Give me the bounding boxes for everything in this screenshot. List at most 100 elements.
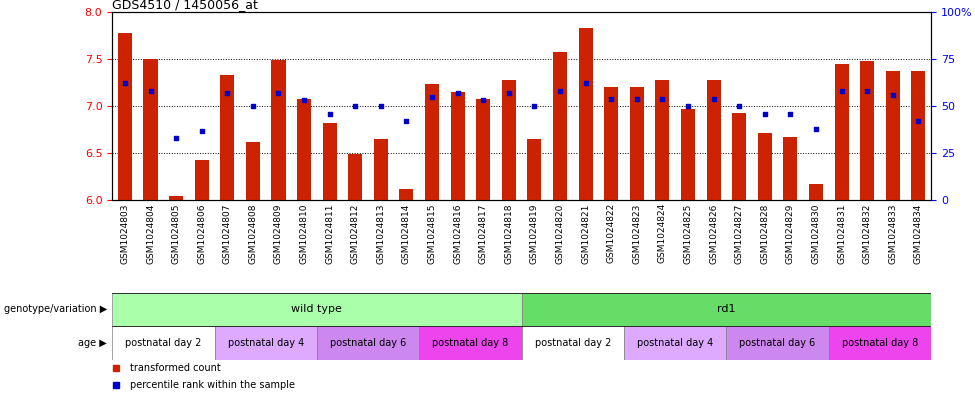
Bar [112, 293, 522, 326]
Point [706, 95, 722, 102]
Bar [783, 137, 798, 200]
Text: GSM1024820: GSM1024820 [556, 203, 565, 264]
Text: GSM1024826: GSM1024826 [709, 203, 718, 264]
Text: GSM1024812: GSM1024812 [351, 203, 360, 264]
Text: GSM1024817: GSM1024817 [479, 203, 488, 264]
Point [526, 103, 542, 109]
Text: postnatal day 6: postnatal day 6 [739, 338, 816, 348]
Text: GSM1024831: GSM1024831 [838, 203, 846, 264]
Text: GSM1024818: GSM1024818 [504, 203, 513, 264]
Text: GSM1024803: GSM1024803 [121, 203, 130, 264]
Point [169, 135, 184, 141]
Text: transformed count: transformed count [130, 363, 221, 373]
Bar [655, 80, 670, 200]
Text: postnatal day 6: postnatal day 6 [330, 338, 407, 348]
Point [501, 90, 517, 96]
Point [578, 80, 594, 86]
Text: GSM1024815: GSM1024815 [428, 203, 437, 264]
Bar [246, 142, 260, 200]
Text: GSM1024824: GSM1024824 [658, 203, 667, 263]
Bar [681, 109, 695, 200]
Point [424, 94, 440, 100]
Bar [348, 154, 363, 200]
Text: GSM1024813: GSM1024813 [376, 203, 385, 264]
Bar [220, 75, 234, 200]
Bar [835, 64, 848, 200]
Bar [578, 28, 593, 200]
Bar [522, 326, 624, 360]
Point [142, 88, 158, 94]
Text: postnatal day 8: postnatal day 8 [432, 338, 509, 348]
Bar [323, 123, 336, 200]
Text: wild type: wild type [292, 305, 342, 314]
Text: GSM1024819: GSM1024819 [530, 203, 539, 264]
Point [449, 90, 465, 96]
Point [604, 95, 619, 102]
Bar [860, 61, 875, 200]
Text: GSM1024833: GSM1024833 [888, 203, 897, 264]
Bar [502, 80, 516, 200]
Bar [297, 99, 311, 200]
Point [552, 88, 567, 94]
Bar [476, 99, 490, 200]
Bar [553, 52, 567, 200]
Bar [809, 184, 823, 200]
Text: GSM1024827: GSM1024827 [735, 203, 744, 264]
Text: postnatal day 4: postnatal day 4 [227, 338, 304, 348]
Point [194, 127, 210, 134]
Text: GSM1024805: GSM1024805 [172, 203, 180, 264]
Text: GSM1024810: GSM1024810 [299, 203, 308, 264]
Text: GSM1024806: GSM1024806 [197, 203, 206, 264]
Text: GSM1024823: GSM1024823 [633, 203, 642, 264]
Bar [604, 87, 618, 200]
Text: GSM1024809: GSM1024809 [274, 203, 283, 264]
Point [296, 97, 312, 104]
Text: postnatal day 2: postnatal day 2 [125, 338, 202, 348]
Bar [195, 160, 209, 200]
Point [476, 97, 491, 104]
Point [757, 110, 772, 117]
Text: GSM1024814: GSM1024814 [402, 203, 410, 264]
Bar [885, 71, 900, 200]
Text: postnatal day 8: postnatal day 8 [841, 338, 918, 348]
Bar [143, 59, 158, 200]
Text: GSM1024828: GSM1024828 [760, 203, 769, 264]
Point [117, 80, 133, 86]
Bar [400, 189, 413, 200]
Text: GSM1024829: GSM1024829 [786, 203, 795, 264]
Text: GDS4510 / 1450056_at: GDS4510 / 1450056_at [112, 0, 258, 11]
Text: GSM1024825: GSM1024825 [683, 203, 692, 264]
Point [322, 110, 337, 117]
Text: GSM1024816: GSM1024816 [453, 203, 462, 264]
Bar [214, 326, 317, 360]
Point [911, 118, 926, 124]
Text: percentile rank within the sample: percentile rank within the sample [130, 380, 295, 389]
Text: GSM1024822: GSM1024822 [606, 203, 615, 263]
Bar [317, 326, 419, 360]
Text: GSM1024808: GSM1024808 [249, 203, 257, 264]
Bar [169, 196, 183, 200]
Bar [630, 87, 644, 200]
Point [783, 110, 799, 117]
Bar [829, 326, 931, 360]
Bar [707, 80, 721, 200]
Bar [624, 326, 726, 360]
Point [681, 103, 696, 109]
Point [885, 92, 901, 98]
Text: genotype/variation ▶: genotype/variation ▶ [4, 305, 107, 314]
Point [859, 88, 875, 94]
Bar [373, 139, 388, 200]
Bar [271, 60, 286, 200]
Bar [527, 139, 541, 200]
Point [219, 90, 235, 96]
Text: GSM1024821: GSM1024821 [581, 203, 590, 264]
Bar [912, 71, 925, 200]
Point [271, 90, 287, 96]
Text: GSM1024830: GSM1024830 [811, 203, 820, 264]
Point [808, 126, 824, 132]
Point [834, 88, 849, 94]
Text: GSM1024832: GSM1024832 [863, 203, 872, 264]
Text: GSM1024807: GSM1024807 [223, 203, 232, 264]
Text: GSM1024804: GSM1024804 [146, 203, 155, 264]
Text: GSM1024811: GSM1024811 [326, 203, 334, 264]
